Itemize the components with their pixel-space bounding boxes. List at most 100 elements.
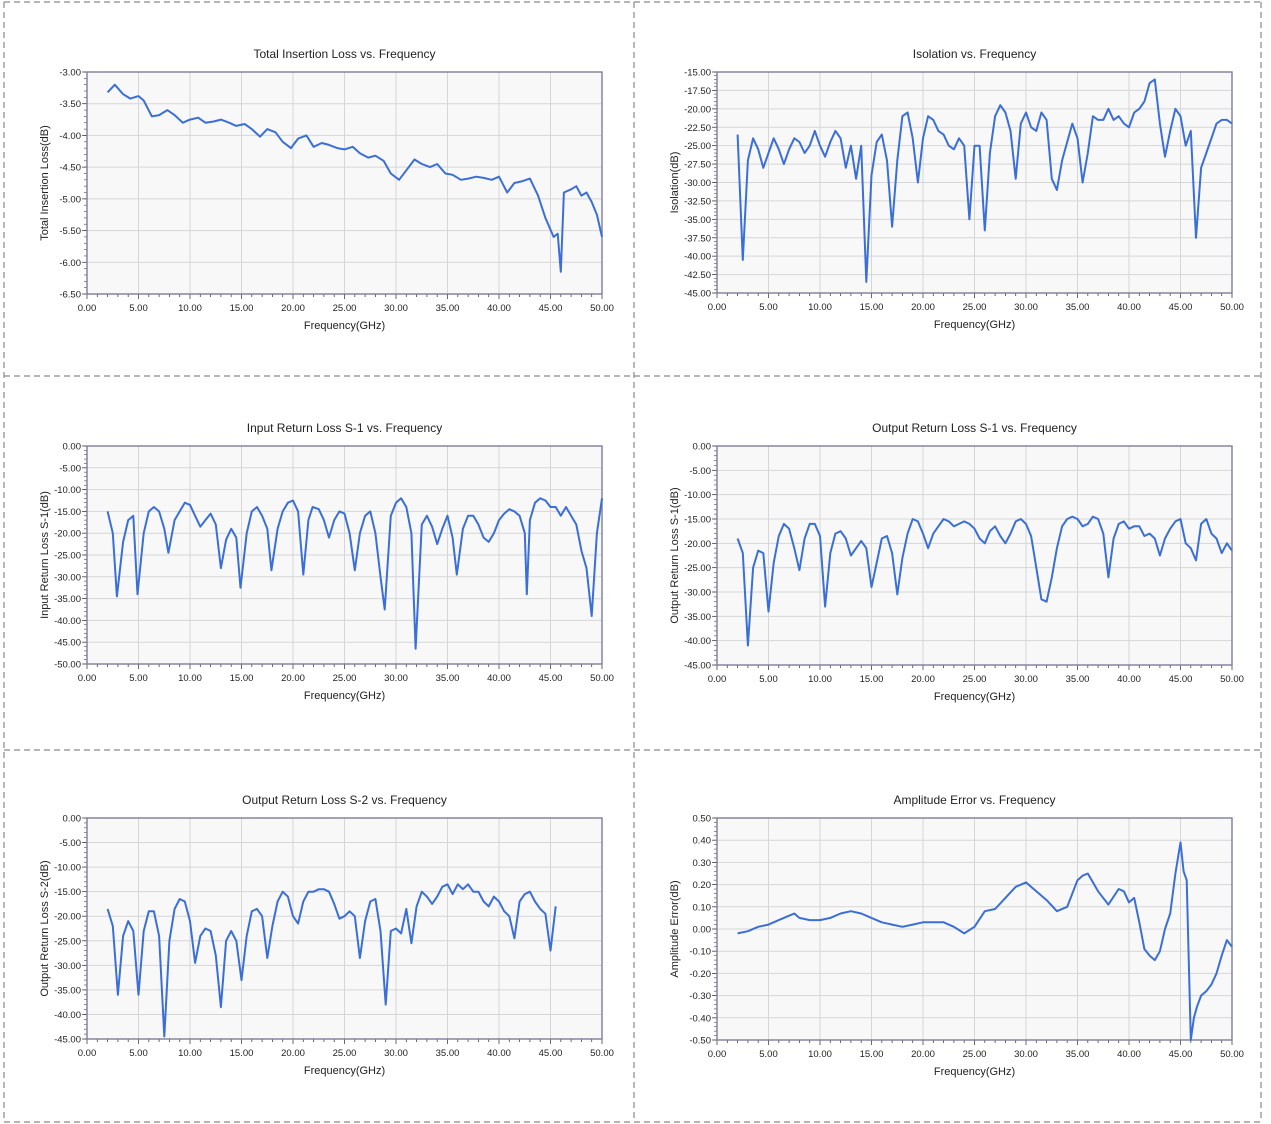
x-tick-label: 15.00 <box>230 1048 254 1059</box>
chart-panel-input-return-loss-s1: 0.00 5.00 10.00 15.00 20.00 25.00 30.00 35.00 40… <box>5 377 632 749</box>
x-tick-label: 10.00 <box>808 674 832 685</box>
x-tick-label: 50.00 <box>590 1048 614 1059</box>
series-line <box>736 78 1233 283</box>
y-tick-label: -25.00 <box>684 141 711 152</box>
x-tick-label: 20.00 <box>911 674 935 685</box>
x-tick-label: 50.00 <box>1220 674 1244 685</box>
x-axis-label: Frequency(GHz) <box>934 319 1015 331</box>
y-tick-label: -10.00 <box>54 485 81 496</box>
x-tick-label: 35.00 <box>436 303 460 314</box>
y-tick-label: -25.00 <box>54 936 81 947</box>
chart-svg: 0.00 5.00 10.00 15.00 20.00 25.00 30.00 35.00 40… <box>39 793 614 1077</box>
x-tick-label: 0.00 <box>708 1049 727 1060</box>
x-tick-label: 25.00 <box>333 303 357 314</box>
y-tick-label: -10.00 <box>684 490 711 501</box>
x-tick-label: 35.00 <box>436 1048 460 1059</box>
x-tick-label: 45.00 <box>539 303 563 314</box>
y-tick-label: -32.50 <box>684 196 711 207</box>
x-tick-label: 5.00 <box>129 1048 148 1059</box>
y-tick-label: -20.00 <box>54 912 81 923</box>
y-tick-label: -5.00 <box>59 838 81 849</box>
x-tick-label: 10.00 <box>178 1048 202 1059</box>
y-tick-label: -5.50 <box>59 226 81 237</box>
y-tick-label: -0.50 <box>689 1036 711 1047</box>
chart-svg: 0.00 5.00 10.00 15.00 20.00 25.00 30.00 35.00 40… <box>39 421 614 702</box>
x-tick-label: 30.00 <box>1014 302 1038 313</box>
chart-panel-amplitude-error: 0.00 5.00 10.00 15.00 20.00 25.00 30.00 35.00 40… <box>635 751 1262 1123</box>
y-tick-label: 0.10 <box>693 902 712 913</box>
y-tick-label: -15.00 <box>54 507 81 518</box>
y-tick-label: -35.00 <box>54 594 81 605</box>
x-tick-label: 5.00 <box>129 673 148 684</box>
x-tick-label: 40.00 <box>1117 302 1141 313</box>
y-tick-label: -0.30 <box>689 991 711 1002</box>
x-tick-label: 15.00 <box>230 673 254 684</box>
y-tick-label: -45.00 <box>54 1035 81 1046</box>
y-tick-label: -0.40 <box>689 1013 711 1024</box>
x-tick-label: 10.00 <box>178 673 202 684</box>
y-tick-label: -6.00 <box>59 258 81 269</box>
x-tick-label: 40.00 <box>1117 674 1141 685</box>
x-tick-label: 25.00 <box>963 1049 987 1060</box>
x-tick-label: 0.00 <box>708 302 727 313</box>
chart-panel-isolation: 0.00 5.00 10.00 15.00 20.00 25.00 30.00 35.00 40… <box>635 3 1262 375</box>
y-axis-label: Total Insertion Loss(dB) <box>39 125 51 241</box>
y-tick-label: -37.50 <box>684 233 711 244</box>
x-tick-label: 35.00 <box>1066 674 1090 685</box>
y-tick-label: -15.00 <box>684 68 711 79</box>
x-tick-label: 0.00 <box>78 303 97 314</box>
x-tick-label: 30.00 <box>384 673 408 684</box>
y-axis-label: Isolation(dB) <box>669 152 681 214</box>
series-line <box>106 883 557 1038</box>
y-tick-label: -22.50 <box>684 123 711 134</box>
y-tick-label: -50.00 <box>54 660 81 671</box>
plot-frame <box>716 817 1233 1041</box>
x-tick-label: 30.00 <box>1014 674 1038 685</box>
x-tick-label: 35.00 <box>1066 1049 1090 1060</box>
y-tick-label: -25.00 <box>54 551 81 562</box>
y-axis-label: Input Return Loss S-1(dB) <box>39 491 51 619</box>
y-tick-label: -10.00 <box>54 863 81 874</box>
chart-title: Input Return Loss S-1 vs. Frequency <box>247 421 442 435</box>
x-tick-label: 40.00 <box>487 303 511 314</box>
y-tick-label: -20.00 <box>684 539 711 550</box>
y-tick-label: -30.00 <box>684 178 711 189</box>
y-tick-label: -6.50 <box>59 290 81 301</box>
x-tick-label: 45.00 <box>1169 302 1193 313</box>
x-tick-label: 5.00 <box>759 302 778 313</box>
y-tick-label: 0.30 <box>693 858 712 869</box>
plot-frame <box>716 445 1233 666</box>
x-axis-label: Frequency(GHz) <box>304 690 385 702</box>
y-tick-label: -4.00 <box>59 131 81 142</box>
y-tick-label: -45.00 <box>684 661 711 672</box>
x-tick-label: 40.00 <box>487 1048 511 1059</box>
chart-svg: 0.00 5.00 10.00 15.00 20.00 25.00 30.00 35.00 40… <box>669 47 1244 331</box>
x-tick-label: 10.00 <box>808 1049 832 1060</box>
y-axis-label: Amplitude Error(dB) <box>669 880 681 977</box>
x-tick-label: 10.00 <box>808 302 832 313</box>
x-tick-label: 30.00 <box>384 1048 408 1059</box>
y-tick-label: -0.20 <box>689 969 711 980</box>
chart-panel-output-return-loss-s2: 0.00 5.00 10.00 15.00 20.00 25.00 30.00 35.00 40… <box>5 751 632 1123</box>
plot-frame <box>716 71 1233 294</box>
plot-frame <box>86 817 603 1040</box>
y-tick-label: -35.00 <box>54 985 81 996</box>
x-tick-label: 0.00 <box>78 1048 97 1059</box>
x-axis-label: Frequency(GHz) <box>934 691 1015 703</box>
x-tick-label: 10.00 <box>178 303 202 314</box>
y-tick-label: 0.20 <box>693 880 712 891</box>
y-tick-label: -4.50 <box>59 163 81 174</box>
x-tick-label: 5.00 <box>759 674 778 685</box>
y-tick-label: -0.10 <box>689 947 711 958</box>
y-tick-label: -27.50 <box>684 160 711 171</box>
x-tick-label: 45.00 <box>1169 674 1193 685</box>
x-tick-label: 30.00 <box>384 303 408 314</box>
x-tick-label: 15.00 <box>860 1049 884 1060</box>
x-tick-label: 40.00 <box>487 673 511 684</box>
x-tick-label: 25.00 <box>333 673 357 684</box>
x-tick-label: 5.00 <box>759 1049 778 1060</box>
x-tick-label: 35.00 <box>1066 302 1090 313</box>
y-tick-label: -35.00 <box>684 612 711 623</box>
chart-title: Isolation vs. Frequency <box>913 47 1036 61</box>
x-tick-label: 20.00 <box>911 302 935 313</box>
